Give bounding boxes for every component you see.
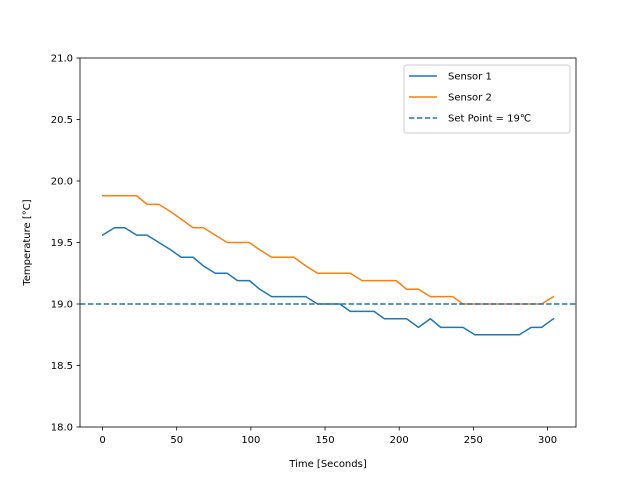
axes: 0 50 100 150 200 250 300 18.0 18.5 19.0 19.5 20.0 20… <box>22 54 577 470</box>
y-tick-label: 18.5 <box>51 361 73 372</box>
y-tick-label: 19.5 <box>51 238 73 249</box>
x-tick-label: 100 <box>241 435 260 446</box>
y-tick-label: 20.5 <box>51 115 73 126</box>
x-tick-label: 0 <box>99 435 105 446</box>
x-tick-label: 300 <box>538 435 557 446</box>
plot-area <box>80 195 576 336</box>
y-tick-label: 18.0 <box>51 423 73 434</box>
x-axis-label: Time [Seconds] <box>288 459 367 470</box>
y-tick-label: 19.0 <box>51 300 73 311</box>
legend-label: Set Point = 19℃ <box>448 114 531 125</box>
y-tick-label: 20.0 <box>51 177 73 188</box>
legend-label: Sensor 1 <box>448 72 492 83</box>
legend-box <box>403 64 571 134</box>
legend-label: Sensor 2 <box>448 93 492 104</box>
x-tick-label: 150 <box>315 435 334 446</box>
x-tick-label: 250 <box>464 435 483 446</box>
y-tick-label: 21.0 <box>51 54 73 65</box>
x-tick-label: 50 <box>170 435 183 446</box>
y-axis-label: Temperature [°C] <box>22 199 33 286</box>
legend: Sensor 1 Sensor 2 Set Point = 19℃ <box>403 64 571 134</box>
x-tick-label: 200 <box>390 435 409 446</box>
